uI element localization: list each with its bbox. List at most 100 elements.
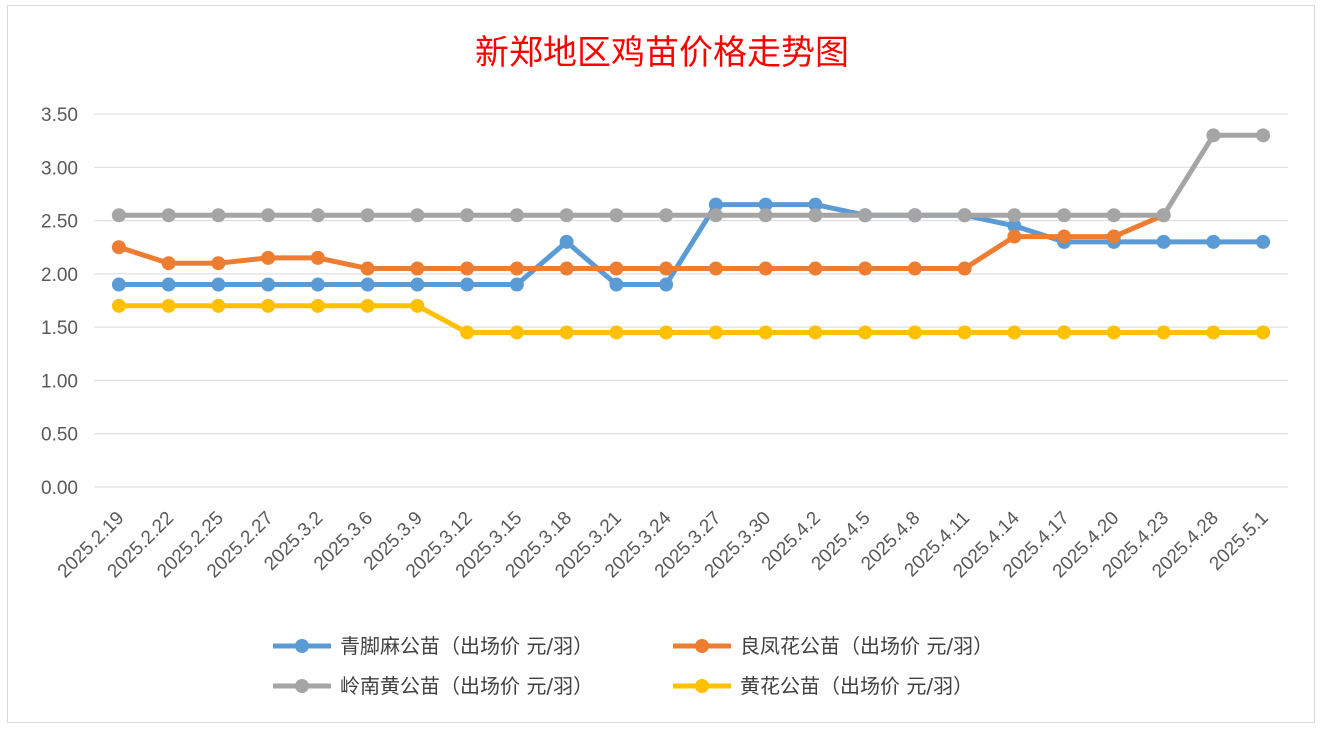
data-point — [211, 277, 226, 292]
data-point — [111, 298, 126, 313]
data-point — [460, 277, 475, 292]
legend-item: 青脚麻公苗（出场价 元/羽） — [273, 634, 593, 658]
legend-swatch-marker — [295, 679, 309, 693]
data-point — [460, 208, 475, 223]
legend-swatch-marker — [295, 639, 309, 653]
data-point — [559, 234, 574, 249]
data-point — [211, 298, 226, 313]
data-point — [708, 325, 723, 340]
data-point — [808, 325, 823, 340]
data-point — [907, 261, 922, 276]
series-1 — [111, 197, 1271, 292]
data-point — [1206, 128, 1221, 143]
series-4 — [111, 298, 1271, 340]
data-point — [460, 261, 475, 276]
data-point — [559, 261, 574, 276]
y-tick-label: 3.00 — [41, 158, 78, 179]
y-tick-label: 0.50 — [41, 425, 78, 446]
data-point — [410, 277, 425, 292]
data-point — [1256, 325, 1271, 340]
data-point — [858, 208, 873, 223]
data-point — [261, 250, 276, 265]
data-point — [509, 261, 524, 276]
legend-label: 岭南黄公苗（出场价 元/羽） — [340, 674, 593, 698]
y-tick-label: 2.00 — [41, 265, 78, 286]
data-point — [310, 250, 325, 265]
series-line — [116, 303, 1266, 335]
data-point — [659, 277, 674, 292]
data-point — [310, 277, 325, 292]
data-point — [659, 325, 674, 340]
data-point — [261, 277, 276, 292]
data-point — [111, 240, 126, 255]
data-point — [708, 261, 723, 276]
data-point — [310, 208, 325, 223]
legend: 青脚麻公苗（出场价 元/羽） 良凤花公苗（出场价 元/羽） 岭南黄公苗（出场价 元/… — [273, 634, 993, 698]
data-point — [858, 261, 873, 276]
data-point — [1156, 208, 1171, 223]
data-point — [360, 208, 375, 223]
legend-item: 黄花公苗（出场价 元/羽） — [673, 674, 973, 698]
legend-item: 良凤花公苗（出场价 元/羽） — [673, 634, 993, 658]
data-point — [758, 261, 773, 276]
data-point — [111, 277, 126, 292]
data-point — [907, 208, 922, 223]
y-tick-label: 3.50 — [41, 105, 78, 126]
data-point — [659, 208, 674, 223]
data-point — [410, 261, 425, 276]
data-point — [111, 208, 126, 223]
data-point — [1156, 325, 1171, 340]
data-point — [211, 208, 226, 223]
data-point — [659, 261, 674, 276]
chart-area: 新郑地区鸡苗价格走势图 0.00 0.50 1.00 1.50 2.00 2.50 3.00… — [7, 5, 1315, 723]
data-point — [1007, 208, 1022, 223]
data-point — [360, 298, 375, 313]
legend-label: 良凤花公苗（出场价 元/羽） — [740, 634, 993, 658]
data-point — [808, 197, 823, 212]
data-point — [1007, 325, 1022, 340]
data-point — [509, 208, 524, 223]
data-point — [1106, 229, 1121, 244]
data-point — [609, 208, 624, 223]
y-tick-label: 1.50 — [41, 318, 78, 339]
series-layer — [111, 128, 1271, 340]
data-point — [310, 298, 325, 313]
data-point — [1106, 208, 1121, 223]
series-line — [116, 132, 1266, 218]
data-point — [559, 208, 574, 223]
grid-layer — [94, 113, 1288, 488]
data-point — [360, 261, 375, 276]
data-point — [1256, 234, 1271, 249]
legend-label: 黄花公苗（出场价 元/羽） — [740, 674, 973, 698]
data-point — [161, 298, 176, 313]
chart-title: 新郑地区鸡苗价格走势图 — [475, 33, 849, 73]
data-point — [161, 277, 176, 292]
data-point — [808, 208, 823, 223]
y-tick-label: 1.00 — [41, 371, 78, 392]
y-tick-label: 2.50 — [41, 212, 78, 233]
data-point — [758, 197, 773, 212]
data-point — [957, 208, 972, 223]
data-point — [1007, 229, 1022, 244]
data-point — [410, 298, 425, 313]
data-point — [161, 208, 176, 223]
data-point — [1156, 234, 1171, 249]
x-axis-ticks: 2025.2.192025.2.222025.2.252025.2.272025… — [54, 507, 1273, 582]
data-point — [609, 261, 624, 276]
data-point — [1256, 128, 1271, 143]
data-point — [907, 325, 922, 340]
data-point — [609, 325, 624, 340]
series-line — [116, 202, 1266, 287]
data-point — [1206, 234, 1221, 249]
series-3 — [111, 128, 1271, 223]
data-point — [460, 325, 475, 340]
legend-label: 青脚麻公苗（出场价 元/羽） — [340, 634, 593, 658]
data-point — [957, 325, 972, 340]
data-point — [1007, 218, 1022, 233]
data-point — [261, 298, 276, 313]
legend-item: 岭南黄公苗（出场价 元/羽） — [273, 674, 593, 698]
chart-svg: 新郑地区鸡苗价格走势图 0.00 0.50 1.00 1.50 2.00 2.50 3.00… — [41, 33, 1288, 698]
data-point — [1057, 325, 1072, 340]
data-point — [708, 208, 723, 223]
legend-swatch-marker — [695, 639, 709, 653]
